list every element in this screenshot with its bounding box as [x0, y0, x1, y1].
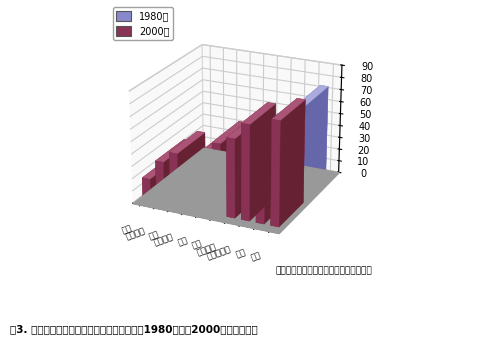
Legend: 1980年, 2000年: 1980年, 2000年 — [112, 7, 173, 40]
Text: 嘶3. 大学学部選考分野別の女性比率の推移（1980年度と2000年度の比較）: 嘶3. 大学学部選考分野別の女性比率の推移（1980年度と2000年度の比較） — [10, 324, 258, 334]
Text: （出所：文部科学省『学校基本調査』）: （出所：文部科学省『学校基本調査』） — [275, 266, 372, 275]
